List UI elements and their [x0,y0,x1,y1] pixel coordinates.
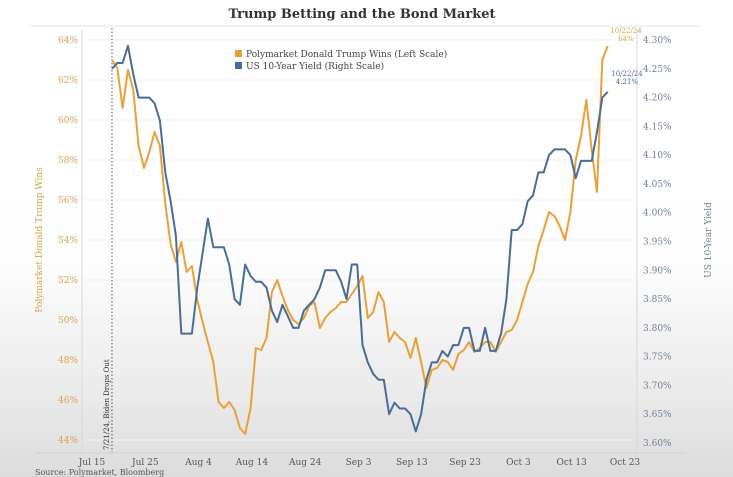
left-tick-label: 48% [58,356,78,366]
left-tick-label: 52% [58,276,78,286]
right-tick-label: 3.80% [643,324,672,334]
right-tick-label: 4.30% [643,36,672,46]
right-tick-label: 4.20% [643,94,672,104]
x-tick-label: Oct 23 [610,458,641,468]
x-tick-label: Aug 14 [235,458,269,468]
left-tick-label: 62% [58,76,78,86]
left-axis-title: Polymarket Donald Trump Wins [35,167,45,313]
left-tick-label: 58% [58,156,78,166]
source-note: Source: Polymarket, Bloomberg [35,468,164,477]
x-tick-label: Oct 13 [557,458,588,468]
right-tick-label: 4.15% [643,122,672,132]
right-axis-title: US 10-Year Yield [704,202,714,278]
yield-end-value: 4.21% [616,78,639,86]
right-tick-label: 4.05% [643,180,672,190]
right-tick-label: 3.75% [643,353,672,363]
left-tick-label: 46% [58,396,78,406]
treasury-yield-line [111,44,609,433]
right-tick-label: 3.90% [643,266,672,276]
right-tick-label: 4.25% [643,65,672,75]
x-tick-label: Sep 13 [396,458,428,468]
left-tick-label: 50% [58,316,78,326]
legend: Polymarket Donald Trump Wins (Left Scale… [235,49,447,72]
right-tick-label: 3.60% [643,439,672,449]
left-tick-label: 56% [58,196,78,206]
yield-end-date: 10/22/24 [611,70,643,78]
left-tick-label: 64% [58,36,78,46]
axes: 44% 46% 48% 50% 52% 54% 56% 58% 60% 62% 64% 3.60% 3.… [35,30,686,468]
legend-label-yield: US 10-Year Yield (Right Scale) [246,61,384,72]
x-tick-label: Aug 4 [184,458,212,468]
series-lines [111,44,609,435]
end-labels: 10/22/24 64% 10/22/24 4.21% [610,27,643,86]
x-tick-label: Oct 3 [506,458,531,468]
left-tick-label: 60% [58,116,78,126]
trump-end-date: 10/22/24 [610,27,642,35]
right-tick-label: 3.95% [643,238,672,248]
right-tick-label: 3.85% [643,295,672,305]
right-tick-label: 4.00% [643,209,672,219]
x-tick-label: Aug 24 [288,458,322,468]
trump-odds-line [111,45,609,435]
trump-end-value: 64% [618,35,634,43]
biden-annotation: 7/21/24, Biden Drops Out [103,28,113,452]
x-tick-label: Jul 15 [78,458,106,468]
right-tick-label: 4.10% [643,151,672,161]
right-tick-label: 3.65% [643,410,672,420]
left-tick-label: 54% [58,236,78,246]
x-tick-label: Sep 3 [346,458,372,468]
x-tick-label: Jul 25 [131,458,159,468]
left-tick-label: 44% [58,436,78,446]
legend-swatch-yield [235,62,242,69]
x-tick-label: Sep 23 [449,458,481,468]
biden-dropout-label: 7/21/24, Biden Drops Out [103,359,111,450]
gridlines [84,39,632,441]
legend-label-trump: Polymarket Donald Trump Wins (Left Scale… [246,49,447,60]
legend-swatch-trump [235,50,242,57]
chart-title: Trump Betting and the Bond Market [228,7,495,22]
right-tick-label: 3.70% [643,381,672,391]
